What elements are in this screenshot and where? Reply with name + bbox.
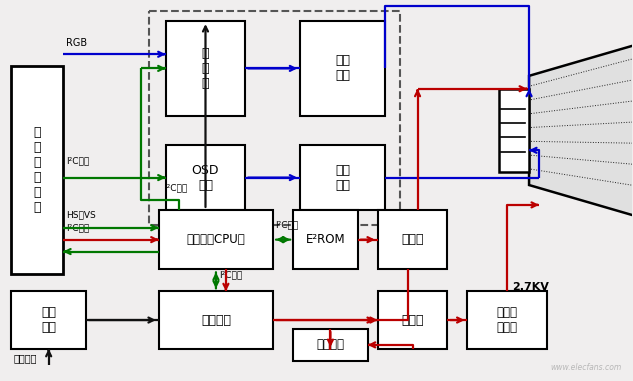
Text: I²C总线: I²C总线 bbox=[219, 271, 242, 279]
Text: 信
号
输
入
主
机: 信 号 输 入 主 机 bbox=[34, 126, 41, 214]
FancyBboxPatch shape bbox=[378, 291, 448, 349]
Text: 处理器（CPU）: 处理器（CPU） bbox=[187, 233, 246, 246]
Text: I²C总线: I²C总线 bbox=[66, 224, 89, 233]
FancyBboxPatch shape bbox=[300, 21, 385, 115]
FancyBboxPatch shape bbox=[11, 291, 86, 349]
FancyBboxPatch shape bbox=[11, 66, 63, 274]
Text: OSD
控制: OSD 控制 bbox=[192, 163, 219, 192]
Text: 低封
控制: 低封 控制 bbox=[335, 163, 350, 192]
Text: 电源
电路: 电源 电路 bbox=[41, 306, 56, 334]
Polygon shape bbox=[529, 41, 633, 220]
Text: 回馈调整: 回馈调整 bbox=[316, 338, 344, 351]
Text: 高压产
生电路: 高压产 生电路 bbox=[497, 306, 518, 334]
FancyBboxPatch shape bbox=[300, 145, 385, 210]
FancyBboxPatch shape bbox=[293, 329, 368, 361]
Text: 视频
放大: 视频 放大 bbox=[335, 54, 350, 82]
FancyBboxPatch shape bbox=[467, 291, 547, 349]
FancyBboxPatch shape bbox=[159, 210, 273, 269]
Text: I²C总线: I²C总线 bbox=[66, 157, 89, 166]
FancyBboxPatch shape bbox=[378, 210, 448, 269]
Text: 2.7KV: 2.7KV bbox=[512, 282, 549, 292]
FancyBboxPatch shape bbox=[499, 89, 529, 172]
Text: www.elecfans.com: www.elecfans.com bbox=[551, 363, 622, 372]
FancyBboxPatch shape bbox=[293, 210, 358, 269]
Text: RGB: RGB bbox=[66, 38, 87, 48]
Text: 行场振荡: 行场振荡 bbox=[201, 314, 231, 327]
FancyBboxPatch shape bbox=[159, 291, 273, 349]
Text: I²C总线: I²C总线 bbox=[275, 221, 298, 230]
Text: 行输出: 行输出 bbox=[401, 314, 424, 327]
Text: HS、VS: HS、VS bbox=[66, 211, 96, 220]
Text: 场输出: 场输出 bbox=[401, 233, 424, 246]
Text: 预
视
放: 预 视 放 bbox=[202, 47, 210, 90]
Text: I²C总线: I²C总线 bbox=[164, 183, 187, 192]
Text: 行频输出: 行频输出 bbox=[13, 353, 37, 363]
FancyBboxPatch shape bbox=[166, 21, 246, 115]
FancyBboxPatch shape bbox=[166, 145, 246, 210]
Text: E²ROM: E²ROM bbox=[306, 233, 345, 246]
